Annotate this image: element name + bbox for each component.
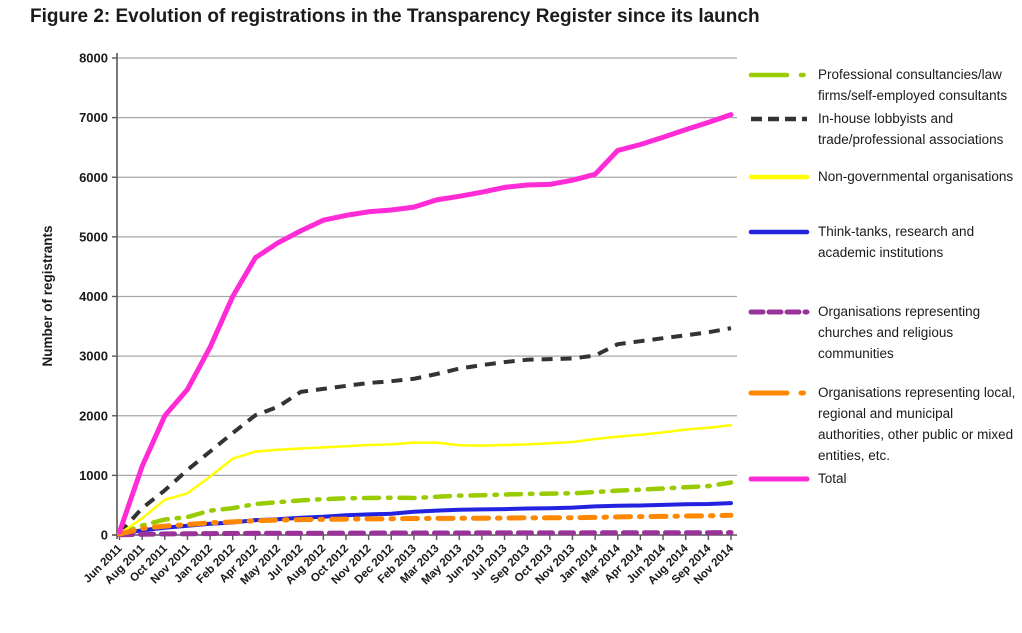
legend-label: Non-governmental organisations [818, 169, 1014, 184]
legend: Professional consultancies/law firms/sel… [748, 64, 1020, 489]
y-tick-label: 7000 [79, 110, 108, 125]
legend-item-total: Total [748, 468, 1020, 489]
legend-swatch-in-house-lobbyists-line-icon [751, 116, 807, 122]
gridlines [117, 57, 737, 476]
series-lines [117, 112, 734, 538]
legend-swatch-local-authorities-line-icon [748, 390, 810, 396]
legend-item-churches: Organisations representing churches and … [748, 301, 1020, 364]
series-line-think-tanks [117, 501, 733, 537]
legend-label: Total [818, 471, 847, 486]
legend-item-think-tanks: Think-tanks, research and academic insti… [748, 221, 1020, 263]
legend-label: Think-tanks, research and academic insti… [818, 224, 975, 260]
legend-item-professional-consultancies: Professional consultancies/law firms/sel… [748, 64, 1020, 106]
y-tick-label: 1000 [79, 468, 108, 483]
y-tick-label: 3000 [79, 349, 108, 364]
series-line-professional-consultancies [117, 480, 734, 537]
legend-swatch-total-line-icon [748, 476, 810, 482]
legend-item-in-house-lobbyists: In-house lobbyists and trade/professiona… [748, 108, 1020, 150]
legend-swatch-churches-line-icon [748, 309, 810, 315]
y-tick-label: 5000 [79, 229, 108, 244]
legend-item-ngos: Non-governmental organisations [748, 166, 1020, 187]
y-tick-label: 6000 [79, 170, 108, 185]
y-tick-label: 0 [101, 528, 108, 543]
series-line-in-house-lobbyists [118, 326, 732, 535]
y-tick-label: 4000 [79, 289, 108, 304]
legend-swatch-ngos-line-icon [748, 174, 810, 180]
y-axis-title: Number of registrants [40, 225, 55, 366]
legend-label: Organisations representing churches and … [818, 304, 981, 361]
figure-title: Figure 2: Evolution of registrations in … [30, 6, 760, 27]
legend-item-local-authorities: Organisations representing local, region… [748, 382, 1020, 466]
series-line-local-authorities [117, 512, 734, 537]
series-line-ngos [118, 424, 733, 536]
series-line-churches [117, 530, 734, 538]
series-line-total [117, 112, 734, 535]
legend-label: Professional consultancies/law firms/sel… [818, 67, 1008, 103]
y-tick-label: 8000 [79, 51, 108, 66]
y-tick-labels: 0 1000 2000 3000 4000 5000 6000 7000 8000 [79, 51, 108, 543]
legend-label: Organisations representing local, region… [818, 385, 1016, 463]
legend-swatch-professional-consultancies-line-icon [748, 72, 810, 78]
y-tick-label: 2000 [79, 408, 108, 423]
legend-label: In-house lobbyists and trade/professiona… [818, 111, 1004, 147]
legend-swatch-think-tanks-line-icon [748, 229, 810, 235]
